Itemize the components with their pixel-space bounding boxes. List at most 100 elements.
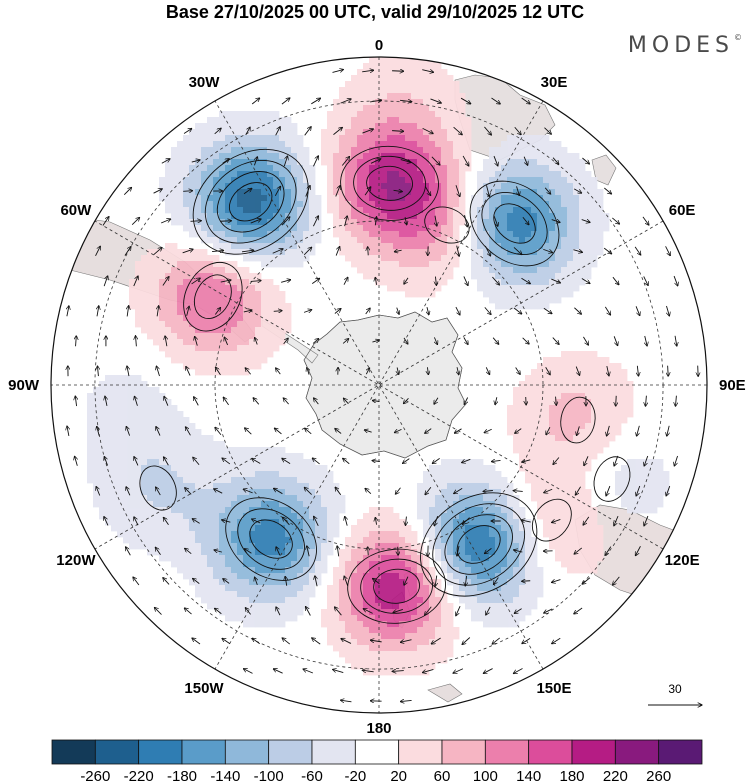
anomaly-cell <box>501 579 508 586</box>
anomaly-cell <box>135 513 142 520</box>
anomaly-cell <box>501 225 508 232</box>
anomaly-cell <box>399 285 406 292</box>
anomaly-cell <box>501 525 508 532</box>
anomaly-cell <box>267 525 274 532</box>
anomaly-cell <box>519 387 526 394</box>
wind-arrow <box>665 246 671 255</box>
anomaly-cell <box>237 321 244 328</box>
anomaly-cell <box>507 531 514 538</box>
anomaly-cell <box>537 267 544 274</box>
anomaly-cell <box>411 591 418 598</box>
anomaly-cell <box>543 231 550 238</box>
anomaly-cell <box>621 417 628 424</box>
anomaly-cell <box>159 303 166 310</box>
anomaly-cell <box>285 237 292 244</box>
anomaly-cell <box>531 297 538 304</box>
contour-line <box>225 497 317 581</box>
anomaly-cell <box>363 117 370 124</box>
anomaly-cell <box>525 459 532 466</box>
anomaly-cell <box>231 357 238 364</box>
anomaly-cell <box>357 159 364 166</box>
anomaly-cell <box>243 573 250 580</box>
anomaly-cell <box>417 495 424 502</box>
anomaly-cell <box>321 549 328 556</box>
anomaly-cell <box>375 609 382 616</box>
anomaly-cell <box>399 669 406 676</box>
anomaly-cell <box>123 477 130 484</box>
anomaly-cell <box>441 273 448 280</box>
anomaly-cell <box>363 99 370 106</box>
anomaly-cell <box>441 183 448 190</box>
anomaly-cell <box>387 525 394 532</box>
anomaly-cell <box>435 585 442 592</box>
anomaly-cell <box>87 435 94 442</box>
anomaly-cell <box>273 621 280 628</box>
anomaly-cell <box>363 207 370 214</box>
anomaly-cell <box>531 537 538 544</box>
anomaly-cell <box>471 603 478 610</box>
anomaly-cell <box>261 513 268 520</box>
anomaly-cell <box>375 219 382 226</box>
anomaly-cell <box>405 153 412 160</box>
anomaly-cell <box>297 225 304 232</box>
anomaly-cell <box>261 609 268 616</box>
anomaly-cell <box>525 429 532 436</box>
anomaly-cell <box>519 537 526 544</box>
anomaly-cell <box>165 555 172 562</box>
anomaly-cell <box>399 255 406 262</box>
anomaly-cell <box>435 261 442 268</box>
anomaly-cell <box>231 129 238 136</box>
anomaly-cell <box>345 597 352 604</box>
anomaly-cell <box>99 387 106 394</box>
anomaly-cell <box>579 255 586 262</box>
anomaly-cell <box>261 165 268 172</box>
anomaly-cell <box>453 519 460 526</box>
anomaly-cell <box>405 129 412 136</box>
anomaly-cell <box>189 255 196 262</box>
anomaly-cell <box>195 429 202 436</box>
anomaly-cell <box>531 591 538 598</box>
anomaly-cell <box>195 465 202 472</box>
anomaly-cell <box>423 141 430 148</box>
anomaly-cell <box>549 267 556 274</box>
anomaly-cell <box>531 447 538 454</box>
anomaly-cell <box>603 441 610 448</box>
anomaly-cell <box>237 603 244 610</box>
anomaly-cell <box>279 123 286 130</box>
anomaly-cell <box>555 501 562 508</box>
anomaly-cell <box>459 477 466 484</box>
anomaly-cell <box>219 183 226 190</box>
anomaly-cell <box>465 483 472 490</box>
anomaly-cell <box>99 453 106 460</box>
anomaly-cell <box>513 183 520 190</box>
anomaly-cell <box>567 351 574 358</box>
anomaly-cell <box>237 615 244 622</box>
anomaly-cell <box>123 381 130 388</box>
anomaly-cell <box>261 471 268 478</box>
anomaly-cell <box>261 549 268 556</box>
anomaly-cell <box>429 255 436 262</box>
anomaly-cell <box>453 165 460 172</box>
anomaly-cell <box>543 465 550 472</box>
anomaly-cell <box>525 267 532 274</box>
anomaly-cell <box>231 555 238 562</box>
anomaly-cell <box>279 297 286 304</box>
anomaly-cell <box>201 135 208 142</box>
anomaly-cell <box>267 333 274 340</box>
anomaly-cell <box>117 435 124 442</box>
anomaly-cell <box>543 363 550 370</box>
anomaly-cell <box>393 87 400 94</box>
anomaly-cell <box>189 525 196 532</box>
anomaly-cell <box>435 609 442 616</box>
anomaly-cell <box>225 285 232 292</box>
anomaly-cell <box>483 279 490 286</box>
anomaly-cell <box>375 237 382 244</box>
anomaly-cell <box>171 453 178 460</box>
anomaly-cell <box>285 609 292 616</box>
anomaly-cell <box>327 597 334 604</box>
anomaly-cell <box>573 471 580 478</box>
anomaly-cell <box>231 495 238 502</box>
anomaly-cell <box>585 549 592 556</box>
anomaly-cell <box>417 591 424 598</box>
anomaly-cell <box>381 231 388 238</box>
